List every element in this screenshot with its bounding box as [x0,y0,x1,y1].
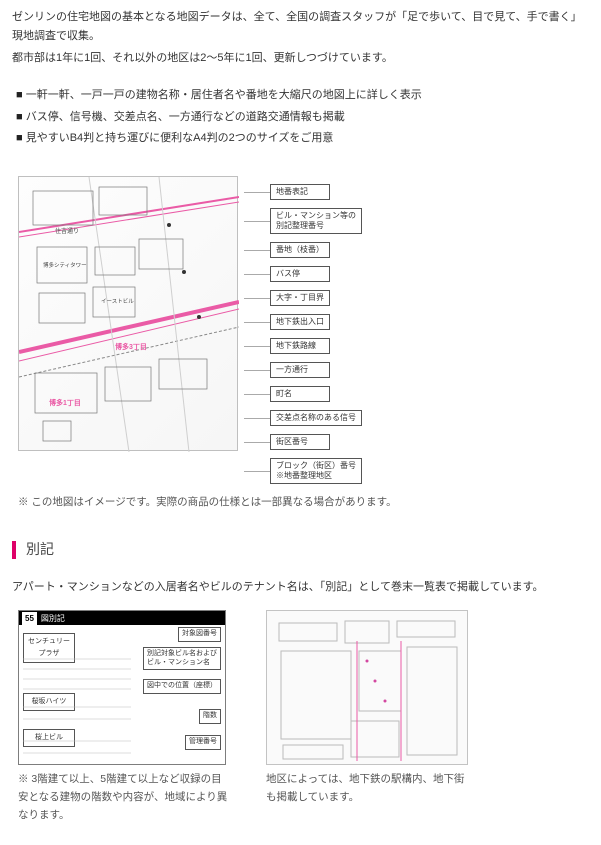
legend-label: ブロック（街区）番号 ※地番整理地区 [270,458,362,484]
legend-label: 地下鉄路線 [270,338,330,354]
panel-header-label: 図別記 [41,612,65,626]
section-lead: アパート・マンションなどの入居者名やビルのテナント名は、「別記」として巻末一覧表… [12,578,589,597]
svg-text:博多1丁目: 博多1丁目 [49,398,81,407]
section-heading: 別記 [12,538,589,562]
panel-callout: 図中での位置（座標） [143,679,221,693]
legend-label: 番地（枝番） [270,242,330,258]
legend-label: 一方通行 [270,362,330,378]
legend-label: 大字・丁目界 [270,290,330,306]
intro-line-1: ゼンリンの住宅地図の基本となる地図データは、全て、全国の調査スタッフが「足で歩い… [12,8,589,45]
figure-note: ※ 3階建て以上、5階建て以上など収録の目安となる建物の階数や内容が、地域により… [18,771,228,825]
svg-text:博多3丁目: 博多3丁目 [115,342,147,351]
panel-callout: 別記対象ビル名および ビル・マンション名 [143,647,221,670]
legend-label: ビル・マンション等の 別記整理番号 [270,208,362,234]
panel-callout: 階数 [199,709,221,723]
section-title: 別記 [26,538,54,562]
intro-paragraphs: ゼンリンの住宅地図の基本となる地図データは、全て、全国の調査スタッフが「足で歩い… [12,8,589,68]
svg-text:住吉通り: 住吉通り [55,227,79,235]
svg-text:博多シティタワー: 博多シティタワー [43,261,87,269]
feature-item: バス停、信号機、交差点名、一方通行などの道路交通情報も掲載 [16,108,589,127]
feature-item: 見やすいB4判と持ち運びに便利なA4判の2つのサイズをご用意 [16,129,589,148]
map-legend: 地番表記 ビル・マンション等の 別記整理番号 番地（枝番） バス停 大字・丁目界… [244,176,362,484]
legend-label: 交差点名称のある信号 [270,410,362,426]
intro-line-2: 都市部は1年に1回、それ以外の地区は2～5年に1回、更新しつづけています。 [12,49,589,68]
svg-text:イーストビル: イーストビル [101,297,134,305]
legend-label: 地番表記 [270,184,330,200]
accent-bar [12,541,16,559]
map-image: 住吉通り 博多シティタワー イーストビル 博多3丁目 博多1丁目 [18,176,238,451]
figure-note: 地区によっては、地下鉄の駅構内、地下街も掲載しています。 [266,771,468,807]
legend-label: バス停 [270,266,330,282]
legend-label: 街区番号 [270,434,330,450]
feature-list: 一軒一軒、一戸一戸の建物名称・居住者名や番地を大縮尺の地図上に詳しく表示 バス停… [16,86,589,148]
legend-label: 町名 [270,386,330,402]
legend-label: 地下鉄出入口 [270,314,330,330]
panel-callout: 対象図番号 [178,627,221,641]
feature-item: 一軒一軒、一戸一戸の建物名称・居住者名や番地を大縮尺の地図上に詳しく表示 [16,86,589,105]
figure-underground-map: 地区によっては、地下鉄の駅構内、地下街も掲載しています。 [266,610,468,825]
figure-pair: 55 図別記 センチュリープラザ 桜坂ハイツ 桜上ビル [18,610,589,825]
map-figure: 住吉通り 博多シティタワー イーストビル 博多3丁目 博多1丁目 地番表記 ビル… [12,176,589,512]
panel-callout: 管理番号 [185,735,221,749]
panel-header-num: 55 [22,612,37,626]
figure-bekki-sample: 55 図別記 センチュリープラザ 桜坂ハイツ 桜上ビル [18,610,228,825]
map-note: ※ この地図はイメージです。実際の商品の仕様とは一部異なる場合があります。 [18,494,589,512]
